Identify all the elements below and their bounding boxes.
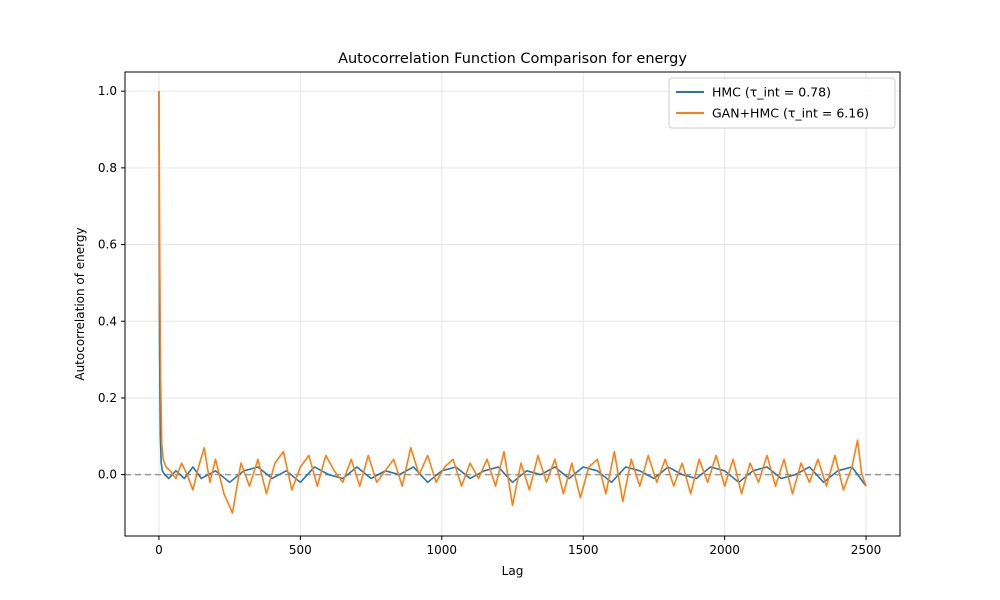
x-axis-label: Lag xyxy=(502,564,524,578)
x-tick-label: 0 xyxy=(155,543,163,557)
legend-box xyxy=(668,77,896,129)
y-tick-label: 0.2 xyxy=(98,391,117,405)
y-tick-label: 0.8 xyxy=(98,161,117,175)
y-tick-label: 0.0 xyxy=(98,468,117,482)
x-tick-label: 500 xyxy=(289,543,312,557)
legend-label-gan-hmc: GAN+HMC (τ_int = 6.16) xyxy=(712,106,869,121)
x-tick-label: 1500 xyxy=(568,543,599,557)
legend: HMC (τ_int = 0.78) GAN+HMC (τ_int = 6.16… xyxy=(668,77,896,129)
y-tick-label: 0.6 xyxy=(98,238,117,252)
y-tick-label: 0.4 xyxy=(98,314,117,328)
x-tick-label: 2500 xyxy=(851,543,882,557)
chart-title: Autocorrelation Function Comparison for … xyxy=(338,51,687,67)
legend-label-hmc: HMC (τ_int = 0.78) xyxy=(712,85,831,100)
series-layer xyxy=(158,91,867,514)
x-tick-label: 2000 xyxy=(709,543,740,557)
y-axis-label: Autocorrelation of energy xyxy=(73,227,87,380)
x-ticks: 0 500 1000 1500 2000 2500 xyxy=(155,536,881,557)
plot-frame xyxy=(124,71,901,537)
x-tick-label: 1000 xyxy=(427,543,458,557)
y-ticks: 0.0 0.2 0.4 0.6 0.8 1.0 xyxy=(98,84,125,482)
series-line-gan-hmc xyxy=(158,91,867,514)
y-tick-label: 1.0 xyxy=(98,84,117,98)
